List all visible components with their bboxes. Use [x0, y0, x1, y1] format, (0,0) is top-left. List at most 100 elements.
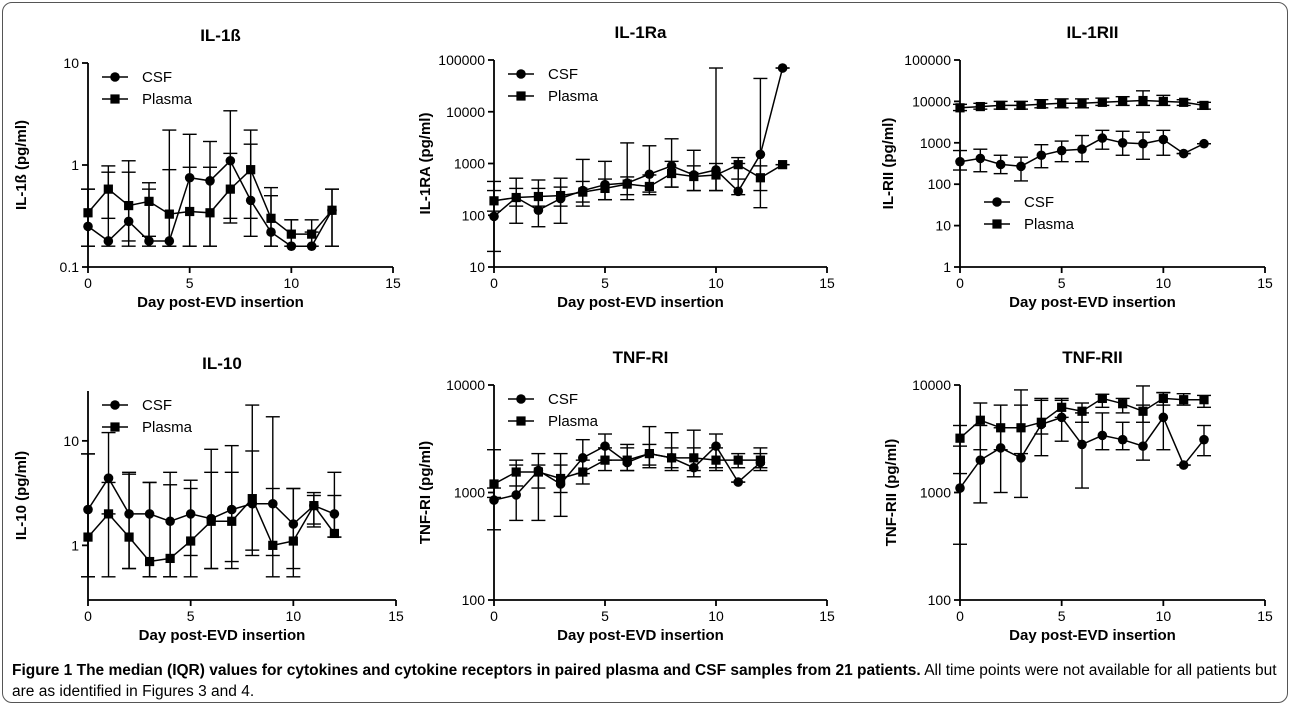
data-point-square	[644, 181, 654, 192]
y-tick-label: 1000	[454, 485, 485, 501]
legend-marker-circle	[992, 197, 1002, 207]
data-point-circle	[1178, 460, 1189, 470]
chart-title: IL-1ß	[200, 26, 241, 45]
data-point-square	[667, 168, 677, 179]
caption-text: All time points were not available for a…	[12, 662, 1277, 700]
x-tick-label: 15	[819, 608, 835, 624]
x-tick-label: 0	[956, 608, 964, 624]
data-point-square	[103, 509, 114, 519]
data-point-square	[225, 184, 235, 194]
series-plasma	[487, 156, 790, 212]
data-point-circle	[489, 211, 499, 222]
chart-title: IL-1RII	[1067, 23, 1119, 42]
y-tick-label: 1	[71, 157, 79, 173]
data-point-circle	[733, 477, 743, 487]
data-point-circle	[1199, 434, 1209, 445]
data-point-circle	[733, 186, 743, 197]
figure-caption: Figure 1 The median (IQR) values for cyt…	[12, 660, 1280, 702]
data-point-square	[600, 455, 610, 465]
y-axis-label: IL-RII (pg/ml)	[880, 118, 897, 210]
data-point-circle	[1117, 434, 1128, 445]
x-tick-label: 15	[385, 275, 401, 291]
data-point-square	[329, 528, 339, 539]
chart-panel-4: IL-10 0 5 10 15 1 10 Day post-EVD insertion IL-1…	[13, 354, 404, 644]
legend-label: Plasma	[548, 413, 599, 430]
data-point-square	[1036, 417, 1046, 427]
data-point-square	[578, 467, 588, 477]
y-tick-label: 10000	[912, 93, 951, 109]
data-point-square	[622, 179, 632, 189]
x-tick-label: 0	[490, 275, 498, 291]
y-axis-label: IL-1ß (pg/ml)	[13, 120, 30, 210]
data-point-circle	[1117, 138, 1128, 148]
y-tick-label: 100	[462, 592, 486, 608]
x-tick-label: 10	[708, 608, 724, 624]
legend-marker-square	[516, 91, 526, 101]
chart-legend: CSF Plasma	[508, 391, 599, 430]
data-point-square	[327, 205, 337, 215]
data-point-square	[733, 160, 743, 170]
x-tick-label: 5	[187, 608, 195, 624]
figure-panels: IL-1ß 0 5 10 15 0.1 1 10 Day post-EVD insertion I…	[13, 23, 1273, 644]
legend-label: CSF	[548, 391, 578, 408]
y-tick-label: 10	[63, 433, 79, 449]
y-axis-label: TNF-RII (pg/ml)	[883, 439, 900, 546]
data-point-square	[996, 423, 1006, 433]
data-point-square	[711, 455, 721, 465]
data-point-square	[556, 190, 566, 201]
chart-legend: CSF Plasma	[508, 66, 599, 105]
x-tick-label: 5	[1058, 608, 1066, 624]
y-tick-label: 100	[928, 592, 952, 608]
data-point-square	[268, 540, 278, 550]
legend-marker-square	[110, 422, 120, 432]
data-point-circle	[955, 156, 965, 167]
data-point-circle	[103, 473, 114, 483]
series-csf	[953, 129, 1211, 182]
data-point-square	[1118, 399, 1128, 409]
data-point-square	[1016, 100, 1026, 111]
data-point-square	[1138, 406, 1148, 416]
data-point-square	[83, 532, 93, 542]
data-point-square	[83, 208, 93, 218]
x-tick-label: 15	[388, 608, 404, 624]
data-point-square	[1036, 99, 1046, 109]
data-point-square	[689, 171, 699, 182]
data-point-square	[511, 467, 521, 477]
data-point-square	[164, 209, 174, 219]
data-point-square	[1077, 406, 1087, 416]
series-plasma	[953, 90, 1211, 113]
data-point-square	[1057, 402, 1067, 412]
data-point-circle	[975, 153, 986, 164]
y-tick-label: 0.1	[60, 259, 80, 275]
data-point-square	[996, 100, 1006, 111]
chart-panel-2: IL-1Ra 0 5 10 15 10 100 1000 10000 100000 Day post…	[417, 23, 835, 311]
y-tick-label: 10	[469, 259, 485, 275]
x-tick-label: 5	[601, 608, 609, 624]
data-point-circle	[1016, 161, 1026, 172]
legend-label: Plasma	[142, 419, 193, 436]
data-point-square	[145, 556, 155, 567]
data-point-square	[1179, 97, 1189, 107]
legend-marker-square	[992, 219, 1002, 229]
data-point-circle	[755, 149, 766, 160]
x-tick-label: 10	[284, 275, 300, 291]
data-point-square	[975, 415, 985, 425]
data-point-square	[644, 449, 654, 459]
x-axis-label: Day post-EVD insertion	[557, 627, 724, 644]
data-point-square	[733, 455, 743, 465]
legend-label: CSF	[142, 397, 172, 414]
series-plasma	[81, 143, 339, 247]
data-point-square	[622, 455, 632, 465]
x-tick-label: 0	[490, 608, 498, 624]
data-point-circle	[777, 63, 788, 73]
data-point-square	[667, 453, 677, 463]
data-point-circle	[1138, 441, 1148, 451]
data-point-square	[307, 229, 317, 239]
data-point-square	[511, 192, 521, 203]
data-point-square	[1199, 100, 1209, 111]
chart-legend: CSF Plasma	[102, 397, 193, 436]
data-point-square	[556, 473, 566, 484]
data-point-circle	[1077, 144, 1087, 155]
x-tick-label: 0	[84, 275, 92, 291]
y-tick-label: 1000	[454, 156, 485, 172]
